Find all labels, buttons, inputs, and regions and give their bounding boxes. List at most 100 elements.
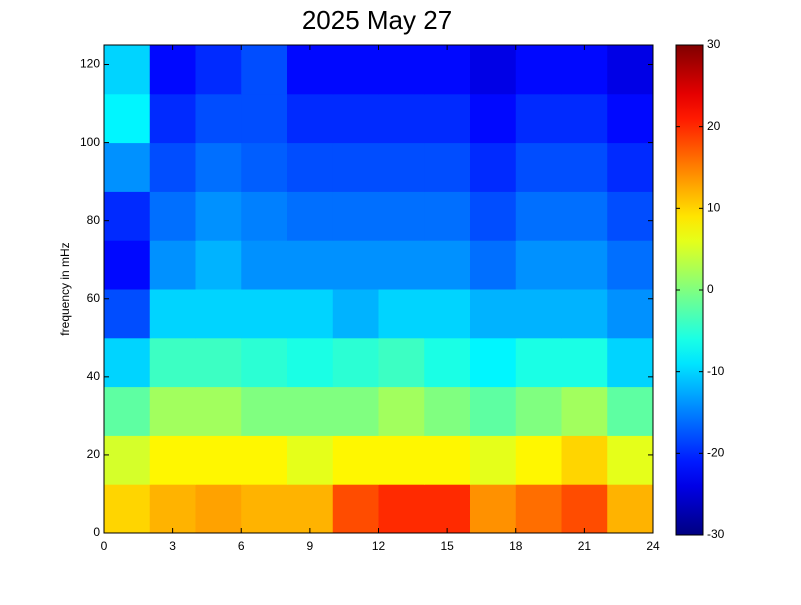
heat-cell [470,45,517,95]
heat-cell [515,484,562,534]
y-tick-label: 120 [80,57,100,71]
x-tick-label: 9 [307,539,314,553]
heat-cell [515,386,562,436]
x-tick-label: 24 [646,539,660,553]
heat-cell [332,337,379,388]
heat-cell [424,386,471,436]
heat-cell [470,484,517,534]
heat-cell [195,386,242,436]
x-tick-label: 6 [238,539,245,553]
heat-cell [424,191,471,241]
heat-cell [515,289,562,339]
heat-cell [332,484,379,534]
heat-cell [287,191,334,241]
heat-cell [104,386,151,436]
heat-cell [332,240,379,290]
heat-cell [287,240,334,290]
heat-cell [607,45,654,95]
heat-cell [515,435,562,485]
heat-cell [515,240,562,290]
heat-cell [424,45,471,95]
heat-cell [424,240,471,290]
heat-cell [149,484,196,534]
heat-cell [287,142,334,192]
heat-cell [104,289,151,339]
heat-cell [607,93,654,144]
y-tick-label: 0 [93,525,100,539]
heat-cell [104,240,151,290]
y-tick-label: 40 [87,369,101,383]
heat-cell [149,386,196,436]
heat-cell [332,191,379,241]
heat-cell [378,435,425,485]
heat-cell [241,45,288,95]
heat-cell [470,386,517,436]
heat-cell [378,45,425,95]
heat-cell [332,386,379,436]
y-tick-label: 20 [87,447,101,461]
heat-cell [149,142,196,192]
x-tick-label: 12 [372,539,386,553]
heat-cell [378,93,425,144]
heat-cell [561,484,608,534]
chart-title: 2025 May 27 [302,5,452,35]
heat-cell [104,435,151,485]
x-tick-label: 15 [440,539,454,553]
heat-cell [287,93,334,144]
heat-cell [104,45,151,95]
heat-cell [561,337,608,388]
heat-cell [607,386,654,436]
heat-cell [607,191,654,241]
heat-cell [332,45,379,95]
colorbar [675,44,704,536]
heat-cell [104,191,151,241]
heat-cell [424,435,471,485]
heat-cell [470,337,517,388]
colorbar-tick-label: -10 [707,364,725,378]
heat-cell [561,240,608,290]
heat-cell [241,484,288,534]
heat-cell [195,337,242,388]
heat-cell [561,386,608,436]
heat-cell [287,337,334,388]
heat-cell [561,93,608,144]
heat-cell [378,386,425,436]
colorbar-tick-label: 0 [707,282,714,296]
heat-cell [515,337,562,388]
heat-cell [424,484,471,534]
heat-cell [149,191,196,241]
heat-cell [470,289,517,339]
heat-cell [607,337,654,388]
heat-cell [149,240,196,290]
heat-cell [241,289,288,339]
colorbar-tick-label: 10 [707,201,721,215]
heat-cell [378,142,425,192]
heat-cell [332,289,379,339]
colorbar-tick-label: -20 [707,446,725,460]
heat-cell [607,289,654,339]
heat-cell [104,484,151,534]
x-tick-label: 0 [101,539,108,553]
heat-cell [561,289,608,339]
heat-cell [195,45,242,95]
heat-cell [378,191,425,241]
heat-cell [424,93,471,144]
heat-cell [195,142,242,192]
heat-cell [241,142,288,192]
heat-cell [378,484,425,534]
heat-cell [515,191,562,241]
y-tick-label: 60 [87,291,101,305]
y-axis-label: frequency in mHz [58,242,72,335]
heat-cell [378,289,425,339]
heat-cell [149,45,196,95]
heat-cell [287,435,334,485]
heat-cell [561,435,608,485]
heat-cell [470,435,517,485]
heat-cell [149,337,196,388]
heat-cell [149,289,196,339]
heat-cell [515,93,562,144]
heat-cell [607,435,654,485]
heat-cell [424,337,471,388]
heat-cell [104,142,151,192]
